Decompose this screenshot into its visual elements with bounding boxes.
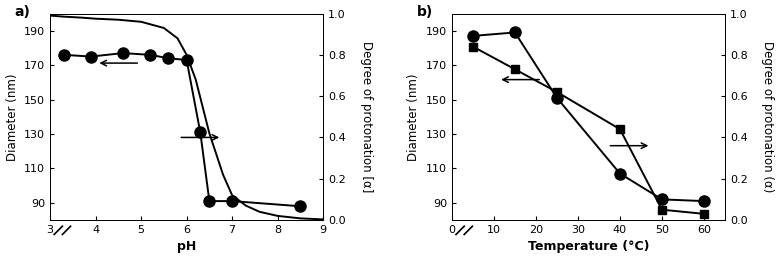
Text: a): a) (15, 5, 30, 19)
X-axis label: Temperature (°C): Temperature (°C) (528, 240, 649, 254)
X-axis label: pH: pH (177, 240, 197, 254)
Y-axis label: Diameter (nm): Diameter (nm) (5, 73, 19, 161)
Y-axis label: Degree of protonation [α]: Degree of protonation [α] (360, 41, 373, 192)
Y-axis label: Degree of protonation (α): Degree of protonation (α) (761, 41, 775, 192)
Y-axis label: Diameter (nm): Diameter (nm) (407, 73, 420, 161)
Text: b): b) (417, 5, 433, 19)
